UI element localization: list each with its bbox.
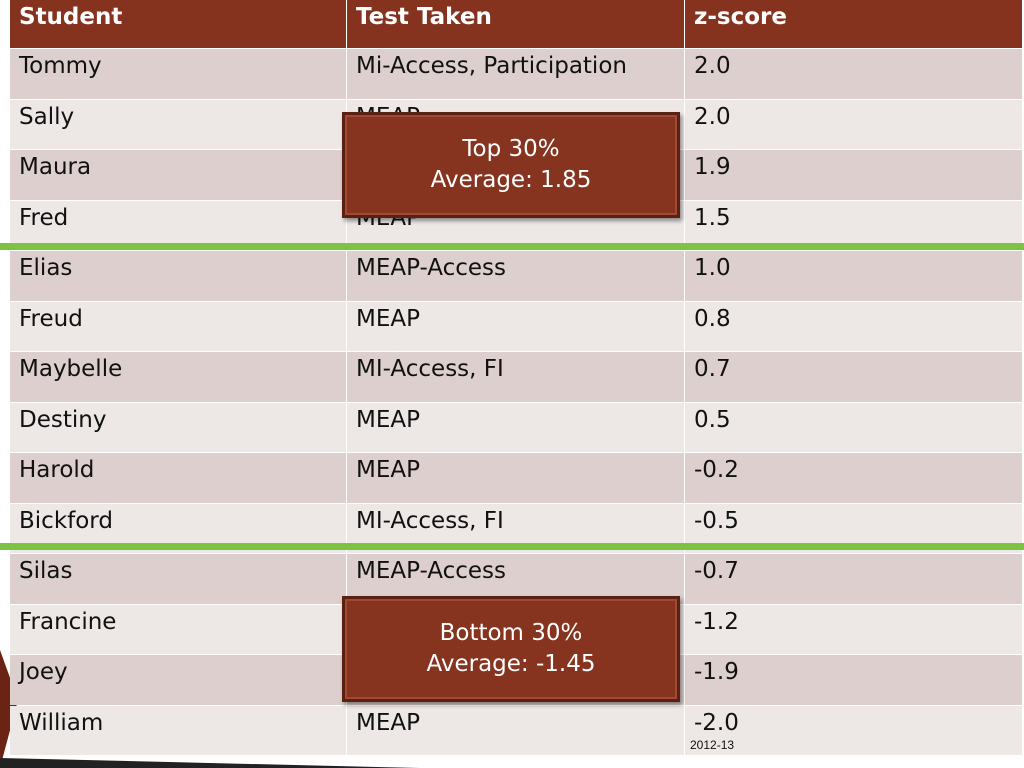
table-cell: 0.8 [685, 301, 1022, 351]
callout-text: Bottom 30% [439, 620, 583, 646]
header-cell: Student [10, 0, 346, 48]
table-cell: Silas [10, 554, 346, 604]
table-cell: 0.5 [685, 402, 1022, 452]
footer: 2012-13 [690, 738, 735, 752]
table-cell: Freud [10, 301, 346, 351]
table-cell: Fred [10, 200, 346, 250]
callout: Top 30% Average: 1.85 [342, 112, 680, 218]
table-cell: MEAP-Access [347, 554, 684, 604]
table-cell: 1.9 [685, 150, 1022, 200]
header-cell: z-score [685, 0, 1022, 48]
table-cell: Mi-Access, Participation [347, 49, 684, 99]
table-cell: MEAP [347, 705, 684, 755]
corner-shape [0, 650, 18, 768]
table-cell: Joey [10, 655, 346, 705]
bottom-stripe [0, 758, 420, 768]
table-cell: 2.0 [685, 99, 1022, 149]
table-cell: -1.9 [685, 655, 1022, 705]
table-cell: -2.0 [685, 705, 1022, 755]
table-cell: Tommy [10, 49, 346, 99]
table-cell: 0.7 [685, 352, 1022, 402]
table-cell: MEAP [347, 301, 684, 351]
table-cell: 1.0 [685, 251, 1022, 301]
divider-line [0, 243, 1024, 250]
header-cell: Test Taken [347, 0, 684, 48]
table-cell: Elias [10, 251, 346, 301]
table-cell: MEAP-Access [347, 251, 684, 301]
table-cell: MEAP [347, 402, 684, 452]
callout-text: Average: 1.85 [430, 167, 592, 193]
table-cell: Harold [10, 453, 346, 503]
table-cell: 2.0 [685, 49, 1022, 99]
table-cell: Maura [10, 150, 346, 200]
table-cell: MI-Access, FI [347, 352, 684, 402]
table-cell: 1.5 [685, 200, 1022, 250]
table-cell: -0.2 [685, 453, 1022, 503]
table-cell: Maybelle [10, 352, 346, 402]
callout-text: Average: -1.45 [426, 651, 596, 677]
callout: Bottom 30% Average: -1.45 [342, 596, 680, 702]
table-cell: Sally [10, 99, 346, 149]
table-cell: MEAP [347, 453, 684, 503]
divider-line [0, 543, 1024, 550]
table-cell: -0.7 [685, 554, 1022, 604]
table-cell: Francine [10, 604, 346, 654]
table-cell: -1.2 [685, 604, 1022, 654]
table-cell: Destiny [10, 402, 346, 452]
table-cell: William [10, 705, 346, 755]
callout-text: Top 30% [462, 136, 560, 162]
